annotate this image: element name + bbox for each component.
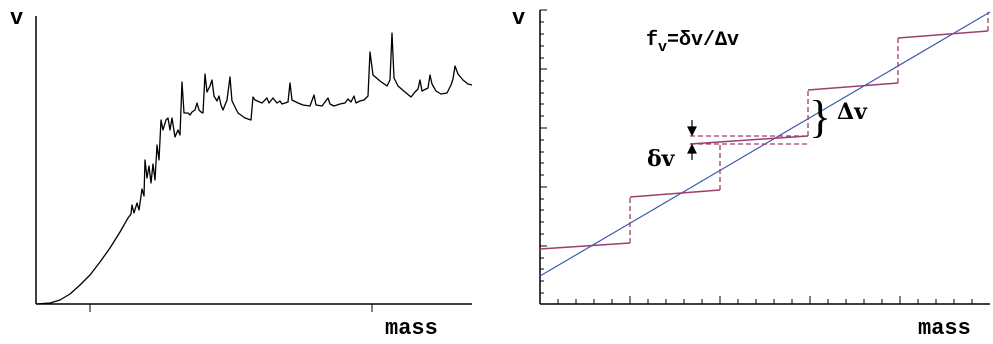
formula-subscript: v — [658, 39, 667, 56]
right-x-ticks — [557, 296, 973, 304]
step-segments — [539, 30, 989, 250]
left-velocity-curve — [35, 32, 473, 305]
formula-f: f — [646, 29, 658, 52]
right-panel: v mass fv=δv/Δv δv } Δv — [512, 6, 991, 341]
delta-v-big-label: Δv — [837, 99, 868, 125]
right-y-ticks — [540, 9, 547, 294]
step-risers — [629, 12, 989, 243]
formula-rest: =δv/Δv — [667, 29, 739, 52]
left-x-label: mass — [385, 316, 438, 341]
delta-v-small-label: δv — [647, 146, 676, 172]
delta-v-brace: } — [809, 91, 831, 142]
left-y-label: v — [10, 6, 23, 31]
left-panel: v mass — [10, 6, 473, 341]
right-x-label: mass — [918, 316, 971, 341]
right-y-label: v — [512, 6, 525, 31]
formula-label: fv=δv/Δv — [646, 29, 739, 56]
delta-v-arrows — [687, 120, 697, 160]
